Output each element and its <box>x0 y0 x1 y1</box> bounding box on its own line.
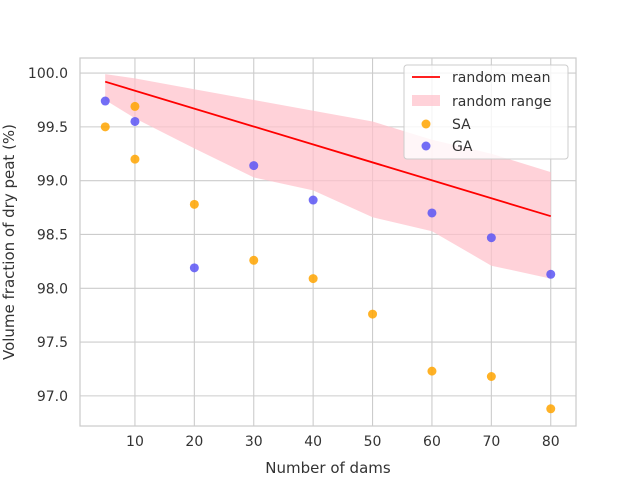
plot-frame <box>79 57 577 427</box>
sa-point <box>249 255 259 265</box>
legend-swatch-ga <box>421 141 431 151</box>
sa-point <box>486 372 496 382</box>
sa-point <box>130 154 140 164</box>
scatter-points-layer <box>100 96 556 414</box>
y-tick-label: 100.0 <box>28 66 68 82</box>
random-mean-line <box>104 80 552 218</box>
legend-swatch-sa <box>421 119 431 129</box>
ga-point <box>130 116 140 126</box>
x-tick-label: 30 <box>245 434 263 450</box>
ga-point <box>427 208 437 218</box>
ga-point <box>100 96 110 106</box>
ga-point <box>546 269 556 279</box>
y-tick-label: 97.0 <box>37 389 68 405</box>
legend: random mean random range SA GA <box>403 64 569 160</box>
sa-point <box>308 274 318 284</box>
tick-labels: 10 20 30 40 50 60 70 80 97.0 97.5 98.0 98.5 99.0 99.5… <box>28 66 560 450</box>
y-tick-label: 99.5 <box>37 120 68 136</box>
random-range-band <box>105 74 551 279</box>
y-tick-label: 97.5 <box>37 335 68 351</box>
legend-label-sa: SA <box>452 117 471 133</box>
legend-label-random-range: random range <box>452 94 551 110</box>
x-axis-label: Number of dams <box>265 459 391 477</box>
sa-point <box>130 101 140 111</box>
legend-swatch-random-range <box>412 95 440 106</box>
y-tick-label: 99.0 <box>37 174 68 190</box>
x-tick-label: 20 <box>185 434 203 450</box>
x-tick-label: 50 <box>364 434 382 450</box>
x-tick-label: 70 <box>482 434 500 450</box>
x-tick-label: 10 <box>126 434 144 450</box>
random-range-band-layer <box>105 74 551 279</box>
legend-label-ga: GA <box>452 139 473 155</box>
sa-point <box>368 309 378 319</box>
legend-box <box>403 64 569 160</box>
legend-label-random-mean: random mean <box>452 70 550 86</box>
x-tick-label: 80 <box>542 434 560 450</box>
ga-point <box>308 195 318 205</box>
sa-point <box>100 122 110 132</box>
y-tick-label: 98.5 <box>37 227 68 243</box>
random-mean-line-layer <box>104 80 552 218</box>
ga-point <box>486 233 496 243</box>
y-axis-label: Volume fraction of dry peat (%) <box>0 124 18 360</box>
ga-point <box>249 161 259 171</box>
x-tick-label: 40 <box>304 434 322 450</box>
x-tick-label: 60 <box>423 434 441 450</box>
sa-point <box>189 199 199 209</box>
sa-point <box>546 404 556 414</box>
ga-point <box>189 263 199 273</box>
y-tick-label: 98.0 <box>37 281 68 297</box>
sa-point <box>427 366 437 376</box>
